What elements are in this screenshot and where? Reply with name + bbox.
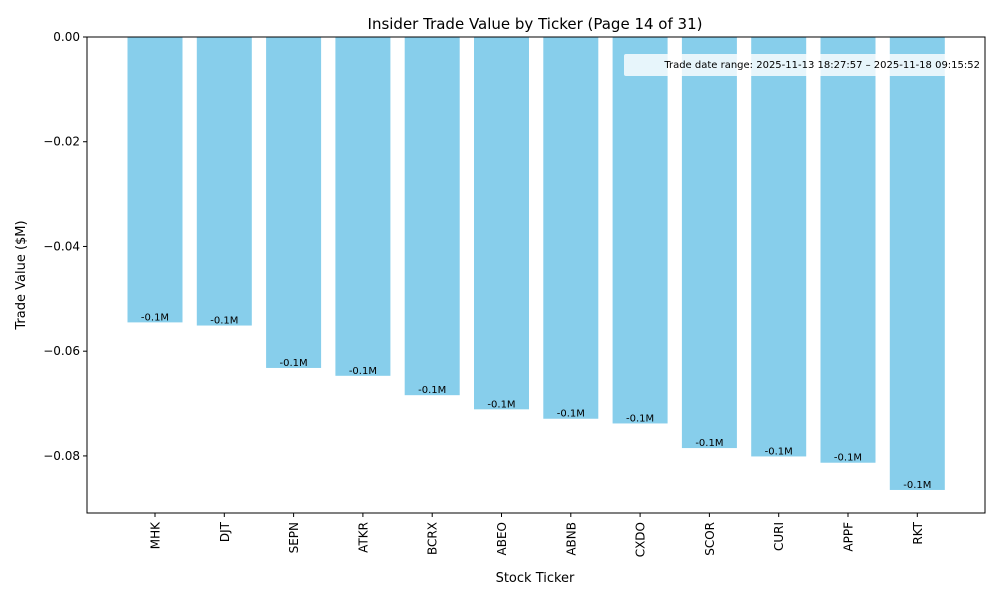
bar-appf xyxy=(820,37,876,463)
x-tick-label: ABNB xyxy=(564,522,578,556)
bar-value-label: -0.1M xyxy=(557,409,585,420)
y-axis: 0.00 −0.02 −0.04 −0.06 −0.08 xyxy=(43,30,87,463)
y-tick-label: −0.02 xyxy=(43,135,80,149)
y-tick-label: −0.06 xyxy=(43,344,80,358)
bar-value-label: -0.1M xyxy=(141,312,169,323)
bars-layer xyxy=(127,37,945,490)
y-tick-label: −0.04 xyxy=(43,239,80,253)
bar-abnb xyxy=(543,37,599,419)
y-axis-label: Trade Value ($M) xyxy=(14,220,29,330)
bar-value-label: -0.1M xyxy=(903,480,931,491)
x-axis-label: Stock Ticker xyxy=(496,571,575,586)
annotation-text: Trade date range: 2025-11-13 18:27:57 – … xyxy=(663,60,980,71)
bar-value-label: -0.1M xyxy=(280,358,308,369)
bar-rkt xyxy=(889,37,945,490)
x-tick-label: SCOR xyxy=(703,522,717,556)
data-labels-layer: -0.1M -0.1M -0.1M -0.1M -0.1M -0.1M -0.1M -0.1M… xyxy=(141,312,931,491)
annotation-box xyxy=(624,54,986,76)
bar-value-label: -0.1M xyxy=(210,316,238,327)
y-tick-label: 0.00 xyxy=(53,30,80,44)
x-tick-label: ATKR xyxy=(356,522,370,553)
x-tick-label: APPF xyxy=(842,522,856,552)
bar-value-label: -0.1M xyxy=(487,399,515,410)
bar-atkr xyxy=(335,37,391,376)
bar-bcrx xyxy=(404,37,460,396)
x-tick-label: DJT xyxy=(218,521,232,542)
bar-mhk xyxy=(127,37,183,323)
plot-frame xyxy=(86,36,986,514)
bar-scor xyxy=(681,37,737,449)
chart-title: Insider Trade Value by Ticker (Page 14 o… xyxy=(368,15,703,33)
y-tick-label: −0.08 xyxy=(43,449,80,463)
bar-value-label: -0.1M xyxy=(349,366,377,377)
bar-value-label: -0.1M xyxy=(626,413,654,424)
bar-cxdo xyxy=(612,37,668,424)
bar-djt xyxy=(196,37,252,326)
bar-value-label: -0.1M xyxy=(418,385,446,396)
bar-value-label: -0.1M xyxy=(765,446,793,457)
bar-value-label: -0.1M xyxy=(695,438,723,449)
bar-curi xyxy=(751,37,807,457)
x-tick-label: CURI xyxy=(772,522,786,551)
bar-sepn xyxy=(266,37,322,368)
bar-abeo xyxy=(474,37,529,410)
x-tick-label: MHK xyxy=(149,521,163,549)
x-axis: MHK DJT SEPN ATKR BCRX ABEO ABNB CXDO SCOR CURI AP… xyxy=(149,513,925,557)
x-tick-label: BCRX xyxy=(426,522,440,555)
x-tick-label: SEPN xyxy=(287,522,301,553)
bar-value-label: -0.1M xyxy=(834,453,862,464)
x-tick-label: CXDO xyxy=(634,522,648,557)
x-tick-label: RKT xyxy=(911,521,925,544)
annotation-layer: Trade date range: 2025-11-13 18:27:57 – … xyxy=(624,54,986,76)
x-tick-label: ABEO xyxy=(495,522,509,555)
